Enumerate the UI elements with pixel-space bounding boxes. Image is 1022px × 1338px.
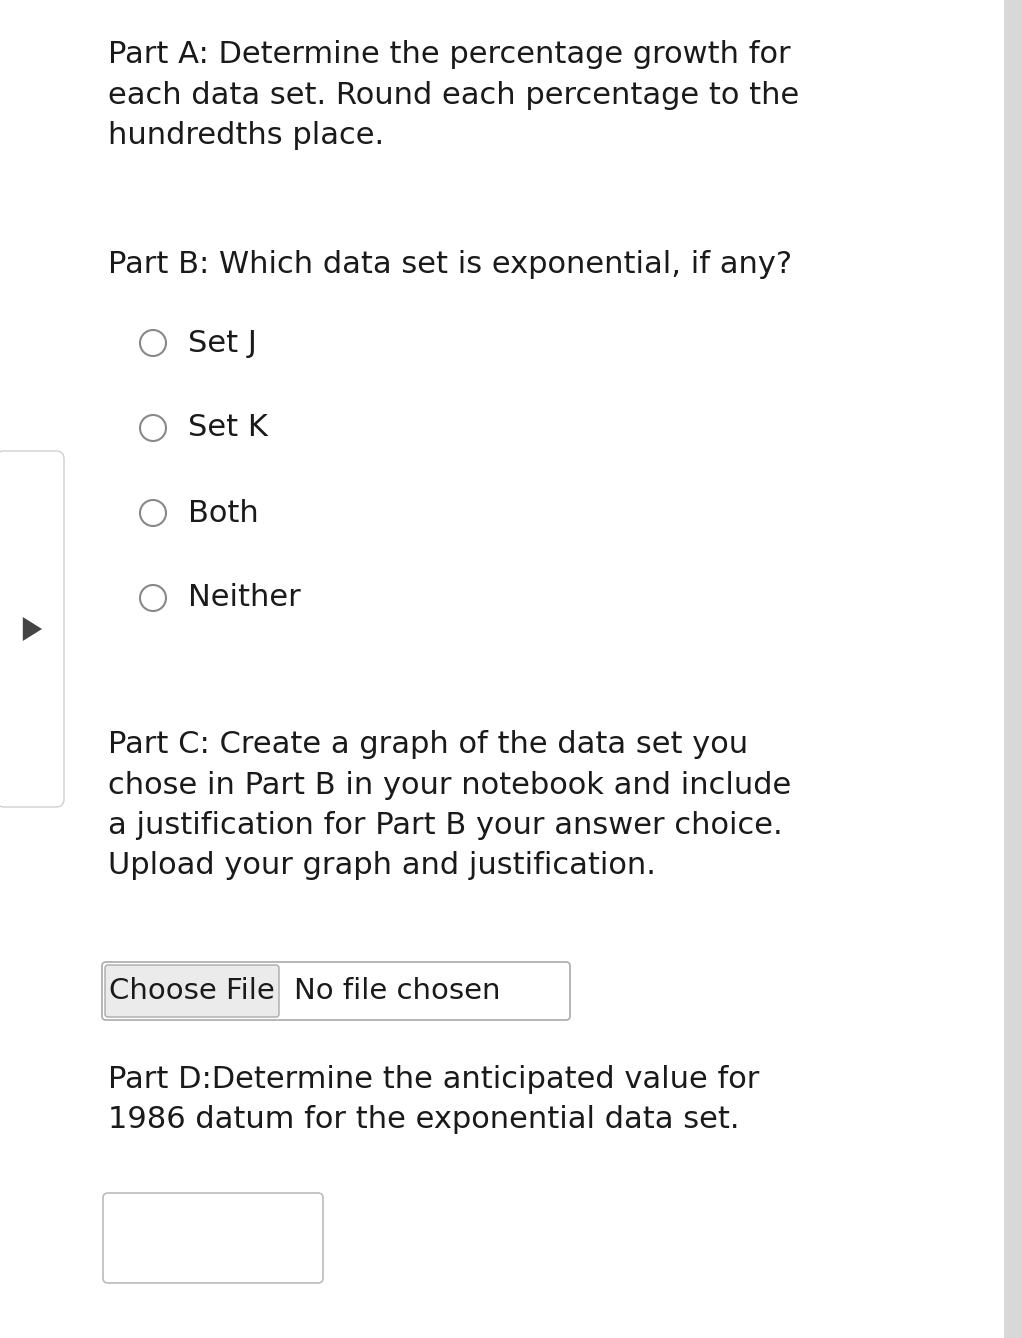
Text: Part B: Which data set is exponential, if any?: Part B: Which data set is exponential, i… [108, 250, 792, 280]
Text: Choose File: Choose File [109, 977, 275, 1005]
Text: Neither: Neither [188, 583, 300, 613]
Text: Both: Both [188, 499, 259, 527]
Text: Part A: Determine the percentage growth for
each data set. Round each percentage: Part A: Determine the percentage growth … [108, 40, 799, 150]
FancyBboxPatch shape [1004, 0, 1022, 1338]
Circle shape [140, 330, 166, 356]
Circle shape [140, 500, 166, 526]
Polygon shape [22, 617, 42, 641]
Text: Set K: Set K [188, 413, 268, 443]
Text: Part D:Determine the anticipated value for
1986 datum for the exponential data s: Part D:Determine the anticipated value f… [108, 1065, 759, 1135]
FancyBboxPatch shape [105, 965, 279, 1017]
FancyBboxPatch shape [0, 451, 64, 807]
Circle shape [140, 585, 166, 611]
Text: No file chosen: No file chosen [294, 977, 501, 1005]
FancyBboxPatch shape [103, 1193, 323, 1283]
Text: Part C: Create a graph of the data set you
chose in Part B in your notebook and : Part C: Create a graph of the data set y… [108, 731, 791, 880]
FancyBboxPatch shape [102, 962, 570, 1020]
Text: Set J: Set J [188, 329, 257, 357]
Circle shape [140, 415, 166, 442]
